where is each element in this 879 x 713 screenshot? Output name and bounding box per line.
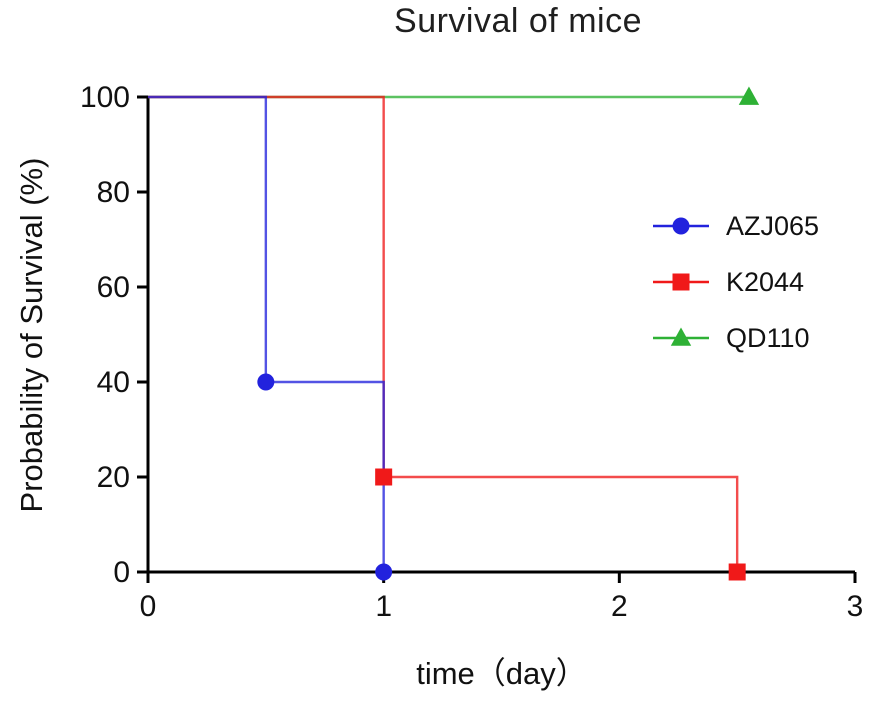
legend-label: K2044 [726,266,805,297]
legend-item-AZJ065: AZJ065 [652,198,819,254]
legend-marker-triangle-icon [653,327,709,346]
x-tick-label: 2 [611,590,628,623]
legend-label: AZJ065 [726,210,820,241]
marker-K2044 [728,563,746,581]
y-tick-label: 40 [97,366,130,399]
legend-marker-square-icon [653,273,709,291]
y-tick-label: 80 [97,176,130,209]
marker-QD110 [738,86,760,105]
marker-K2044 [375,468,393,486]
x-tick-label: 0 [140,590,157,623]
series-line-K2044 [148,95,739,572]
legend-label: QD110 [726,322,810,353]
y-tick-label: 100 [80,81,130,114]
marker-AZJ065 [257,373,275,391]
legend-item-QD110: QD110 [652,310,819,366]
legend: AZJ065 K2044 QD110 [652,198,819,366]
x-tick-label: 3 [847,590,864,623]
y-tick-label: 60 [97,271,130,304]
y-tick-label: 20 [97,461,130,494]
series-line-AZJ065 [148,95,385,572]
x-axis-label: time（day） [416,656,587,691]
chart-title: Survival of mice [394,2,642,40]
legend-marker-circle-icon [653,217,709,235]
marker-AZJ065 [375,563,393,581]
y-tick-label: 0 [113,556,130,589]
x-tick-label: 1 [375,590,392,623]
legend-item-K2044: K2044 [652,254,819,310]
